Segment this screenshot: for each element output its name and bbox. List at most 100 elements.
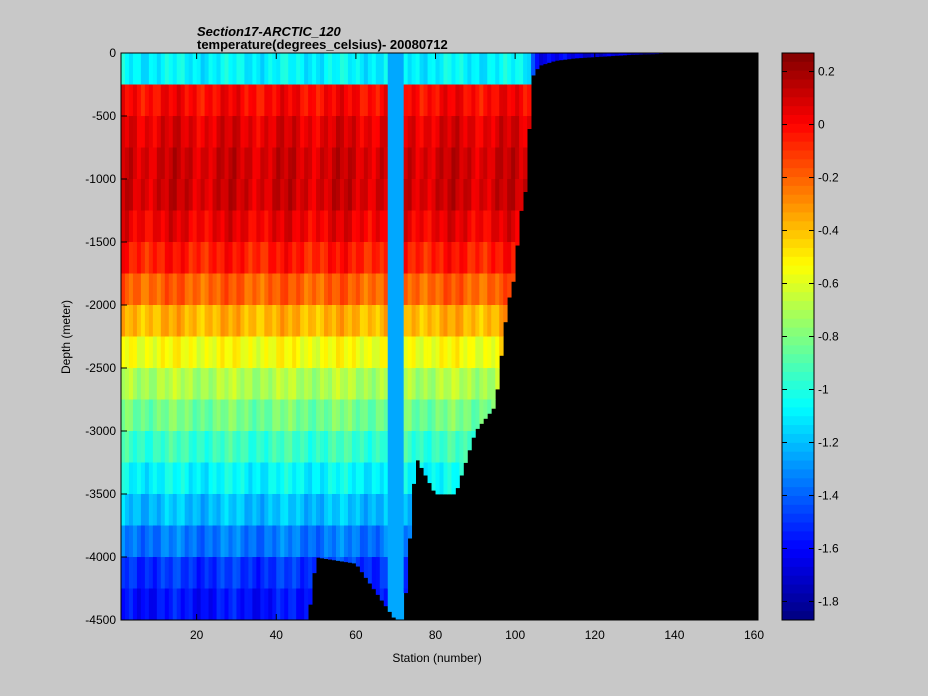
heatmap-cell — [184, 557, 190, 589]
heatmap-cell — [359, 273, 365, 306]
heatmap-cell — [244, 368, 249, 400]
heatmap-cell — [152, 557, 158, 589]
heatmap-cell — [347, 336, 353, 369]
heatmap-cell — [395, 84, 401, 117]
heatmap-cell — [264, 588, 269, 621]
heatmap-cell — [443, 462, 448, 495]
heatmap-cell — [507, 84, 512, 117]
heatmap-cell — [423, 179, 428, 211]
heatmap-cell — [224, 588, 229, 621]
heatmap-cell — [276, 116, 281, 148]
heatmap-cell — [371, 588, 377, 590]
heatmap-cell — [276, 305, 281, 337]
heatmap-cell — [391, 557, 397, 589]
heatmap-cell — [228, 242, 233, 274]
heatmap-cell — [371, 336, 377, 369]
colorbar-band — [782, 566, 814, 577]
heatmap-cell — [232, 525, 237, 558]
heatmap-cell — [574, 53, 580, 59]
heatmap-cell — [272, 53, 277, 85]
heatmap-cell — [176, 368, 182, 400]
heatmap-cell — [351, 462, 357, 495]
heatmap-cell — [224, 557, 229, 589]
heatmap-cell — [586, 53, 592, 58]
heatmap-cell — [152, 431, 158, 463]
heatmap-cell — [180, 431, 186, 463]
heatmap-cell — [192, 588, 198, 621]
colorbar-band — [782, 575, 814, 586]
heatmap-cell — [371, 116, 377, 148]
heatmap-cell — [431, 273, 436, 306]
heatmap-cell — [316, 336, 321, 369]
heatmap-cell — [288, 525, 293, 558]
heatmap-cell — [216, 557, 221, 589]
heatmap-cell — [471, 336, 476, 369]
x-tick-label: 60 — [349, 628, 363, 642]
heatmap-cell — [355, 368, 361, 400]
heatmap-cell — [519, 179, 524, 211]
heatmap-cell — [399, 147, 405, 180]
heatmap-cell — [276, 525, 281, 558]
heatmap-cell — [121, 179, 126, 211]
heatmap-cell — [228, 462, 233, 495]
heatmap-cell — [292, 336, 297, 369]
heatmap-cell — [160, 336, 166, 369]
heatmap-cell — [320, 399, 325, 432]
heatmap-cell — [288, 368, 293, 400]
heatmap-cell — [212, 116, 217, 148]
heatmap-cell — [188, 179, 194, 211]
heatmap-cell — [252, 588, 257, 621]
heatmap-cell — [164, 399, 170, 432]
colorbar-band — [782, 177, 814, 187]
heatmap-cell — [268, 242, 273, 274]
heatmap-cell — [459, 84, 464, 117]
heatmap-cell — [176, 588, 182, 621]
heatmap-cell — [431, 116, 436, 148]
heatmap-cell — [411, 179, 417, 211]
plot-area — [120, 52, 759, 621]
heatmap-cell — [288, 179, 293, 211]
heatmap-cell — [351, 273, 357, 306]
heatmap-cell — [535, 53, 540, 70]
heatmap-cell — [152, 462, 158, 495]
heatmap-cell — [236, 147, 241, 180]
heatmap-cell — [320, 525, 325, 558]
heatmap-cell — [634, 53, 639, 55]
heatmap-cell — [204, 210, 209, 243]
heatmap-cell — [367, 431, 373, 463]
heatmap-cell — [491, 116, 496, 148]
heatmap-cell — [192, 336, 198, 369]
heatmap-cell — [280, 494, 285, 526]
heatmap-cell — [240, 273, 245, 306]
heatmap-cell — [312, 84, 317, 117]
heatmap-cell — [483, 305, 488, 337]
heatmap-cell — [188, 525, 194, 558]
heatmap-cell — [423, 116, 428, 148]
heatmap-cell — [610, 53, 616, 57]
heatmap-cell — [224, 147, 229, 180]
heatmap-cell — [140, 147, 146, 180]
heatmap-cell — [443, 336, 448, 369]
heatmap-cell — [132, 210, 138, 243]
heatmap-cell — [288, 210, 293, 243]
heatmap-cell — [180, 179, 186, 211]
colorbar-tick-label: -1.6 — [818, 541, 839, 555]
heatmap-cell — [403, 242, 409, 274]
y-tick-label: 0 — [109, 46, 116, 60]
heatmap-cell — [499, 84, 504, 117]
heatmap-cell — [216, 494, 221, 526]
heatmap-cell — [192, 116, 198, 148]
heatmap-cell — [423, 368, 428, 400]
heatmap-cell — [355, 53, 361, 85]
heatmap-cell — [355, 147, 361, 180]
heatmap-cell — [284, 273, 289, 306]
heatmap-cell — [300, 336, 305, 369]
heatmap-cell — [176, 242, 182, 274]
colorbar-band — [782, 265, 814, 275]
colorbar-band — [782, 230, 814, 240]
heatmap-cell — [144, 588, 150, 621]
heatmap-cell — [459, 147, 464, 180]
heatmap-cell — [260, 53, 265, 85]
heatmap-cell — [216, 588, 221, 621]
